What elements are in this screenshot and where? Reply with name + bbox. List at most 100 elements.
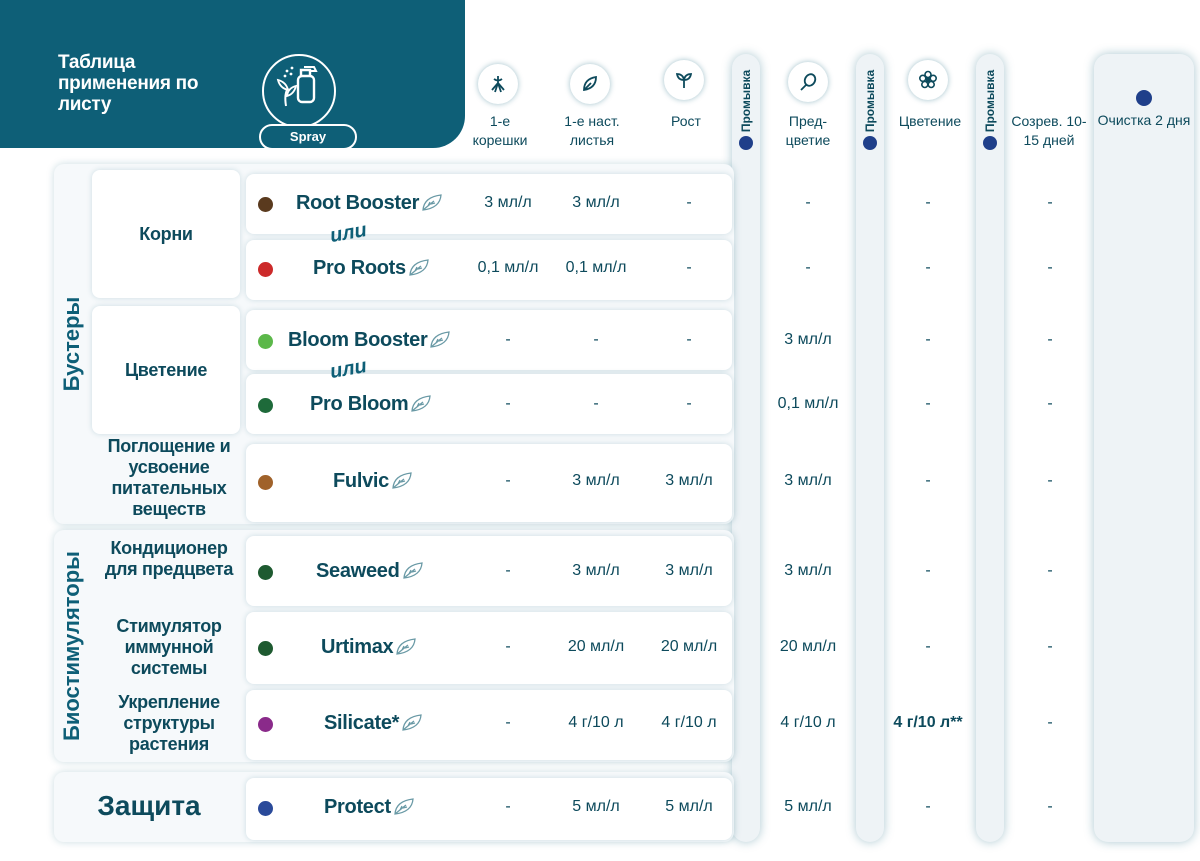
- foliar-leaf-icon: [401, 713, 423, 737]
- foliar-leaf-icon: [402, 561, 424, 585]
- wash-column-3: Промывка: [976, 54, 1004, 842]
- column-header-pre-bloom: Пред- цветие: [785, 113, 831, 148]
- column-header-ripening: Созрев. 10-15 дней: [1011, 113, 1087, 148]
- dose-cell: -: [925, 638, 931, 655]
- subgroup-label-absorption: Поглощение и усвоение питательных вещест…: [107, 436, 231, 519]
- dose-cell: -: [505, 472, 511, 489]
- subgroup-label-immune: Стимулятор иммунной системы: [116, 616, 222, 678]
- wash-dot: [863, 136, 877, 150]
- dose-cell: 0,1 мл/л: [565, 259, 627, 276]
- dose-cell: -: [805, 259, 811, 276]
- column-header-bloom: Цветение: [898, 113, 962, 129]
- product-color-dot: [258, 717, 273, 732]
- product-name: Pro Roots: [313, 257, 406, 279]
- dose-cell: -: [686, 259, 692, 276]
- dose-cell: 3 мл/л: [784, 472, 832, 489]
- roots-subgroup-card: [92, 170, 240, 298]
- dose-cell: 3 мл/л: [572, 472, 620, 489]
- dose-cell: -: [505, 638, 511, 655]
- foliar-leaf-icon: [393, 797, 415, 821]
- dose-cell: 0,1 мл/л: [777, 395, 839, 412]
- product-color-dot: [258, 398, 273, 413]
- foliar-leaf-icon: [391, 471, 413, 495]
- dose-cell: 4 г/10 л: [568, 714, 624, 731]
- product-color-dot: [258, 641, 273, 656]
- dose-cell: -: [805, 194, 811, 211]
- product-name: Urtimax: [321, 636, 394, 658]
- product-name: Pro Bloom: [310, 393, 409, 415]
- bloom-subgroup-card: [92, 306, 240, 434]
- wash-column-1: Промывка: [732, 54, 760, 842]
- column-header-growth: Рост: [671, 113, 701, 129]
- roots-icon: [478, 64, 518, 104]
- dose-cell: -: [686, 194, 692, 211]
- table-row: [246, 374, 732, 434]
- spray-badge: Spray: [259, 124, 357, 150]
- product-color-dot: [258, 475, 273, 490]
- dose-cell: -: [505, 798, 511, 815]
- dose-cell: -: [925, 562, 931, 579]
- dose-cell: -: [925, 194, 931, 211]
- dose-cell: -: [1047, 331, 1053, 348]
- table-row: [246, 778, 732, 840]
- dose-cell: -: [686, 331, 692, 348]
- leaf-icon: [570, 64, 610, 104]
- dose-cell: 3 мл/л: [572, 194, 620, 211]
- dose-cell: 5 мл/л: [665, 798, 713, 815]
- dose-cell: -: [1047, 798, 1053, 815]
- flower-icon: [908, 60, 948, 100]
- dose-cell: 5 мл/л: [784, 798, 832, 815]
- dose-cell: 4 г/10 л: [780, 714, 836, 731]
- table-row: [246, 536, 732, 606]
- table-row: [246, 444, 732, 522]
- dose-cell: -: [1047, 395, 1053, 412]
- group-label-boosters: Бустеры: [59, 296, 84, 392]
- product-color-dot: [258, 565, 273, 580]
- group-label-protection: Защита: [97, 790, 201, 821]
- product-name: Root Booster: [296, 192, 420, 214]
- foliar-leaf-icon: [408, 258, 430, 282]
- spray-bottle-icon: [262, 54, 336, 128]
- dose-cell: -: [505, 714, 511, 731]
- dose-cell: -: [593, 331, 599, 348]
- dose-cell: -: [925, 395, 931, 412]
- foliar-leaf-icon: [395, 637, 417, 661]
- dose-cell: -: [505, 562, 511, 579]
- product-color-dot: [258, 334, 273, 349]
- dose-cell: -: [1047, 714, 1053, 731]
- subgroup-label-conditioner: Кондиционер для предцвета: [104, 538, 234, 579]
- dose-cell: 3 мл/л: [665, 472, 713, 489]
- product-color-dot: [258, 262, 273, 277]
- table-row: [246, 690, 732, 760]
- dose-cell: 0,1 мл/л: [477, 259, 539, 276]
- dose-cell: 4 г/10 л**: [893, 714, 963, 731]
- dose-cell: -: [925, 259, 931, 276]
- clean-label: Очистка 2 дня: [1097, 112, 1191, 128]
- sprout-icon: [664, 60, 704, 100]
- dose-cell: 4 г/10 л: [661, 714, 717, 731]
- dose-cell: 3 мл/л: [665, 562, 713, 579]
- foliar-leaf-icon: [410, 394, 432, 418]
- wash-dot: [983, 136, 997, 150]
- dose-cell: -: [1047, 562, 1053, 579]
- dose-cell: -: [505, 395, 511, 412]
- product-name: Silicate*: [324, 712, 400, 734]
- dose-cell: -: [925, 331, 931, 348]
- header-banner: Таблица применения по листу Spray: [0, 0, 465, 150]
- dose-cell: -: [593, 395, 599, 412]
- product-color-dot: [258, 801, 273, 816]
- dose-cell: 20 мл/л: [779, 638, 837, 655]
- product-name: Protect: [324, 796, 391, 818]
- dose-cell: 3 мл/л: [484, 194, 532, 211]
- dose-cell: 3 мл/л: [784, 331, 832, 348]
- column-header-first-roots: 1-е корешки: [472, 113, 528, 148]
- dose-cell: -: [1047, 472, 1053, 489]
- foliar-leaf-icon: [421, 193, 443, 217]
- subgroup-label-structure: Укрепление структуры растения: [118, 692, 220, 754]
- wash-label: Промывка: [739, 69, 753, 133]
- table-row: [246, 310, 732, 370]
- subgroup-label-roots: Корни: [139, 224, 193, 244]
- dose-cell: 20 мл/л: [660, 638, 718, 655]
- foliar-leaf-icon: [429, 330, 451, 354]
- dose-cell: -: [1047, 194, 1053, 211]
